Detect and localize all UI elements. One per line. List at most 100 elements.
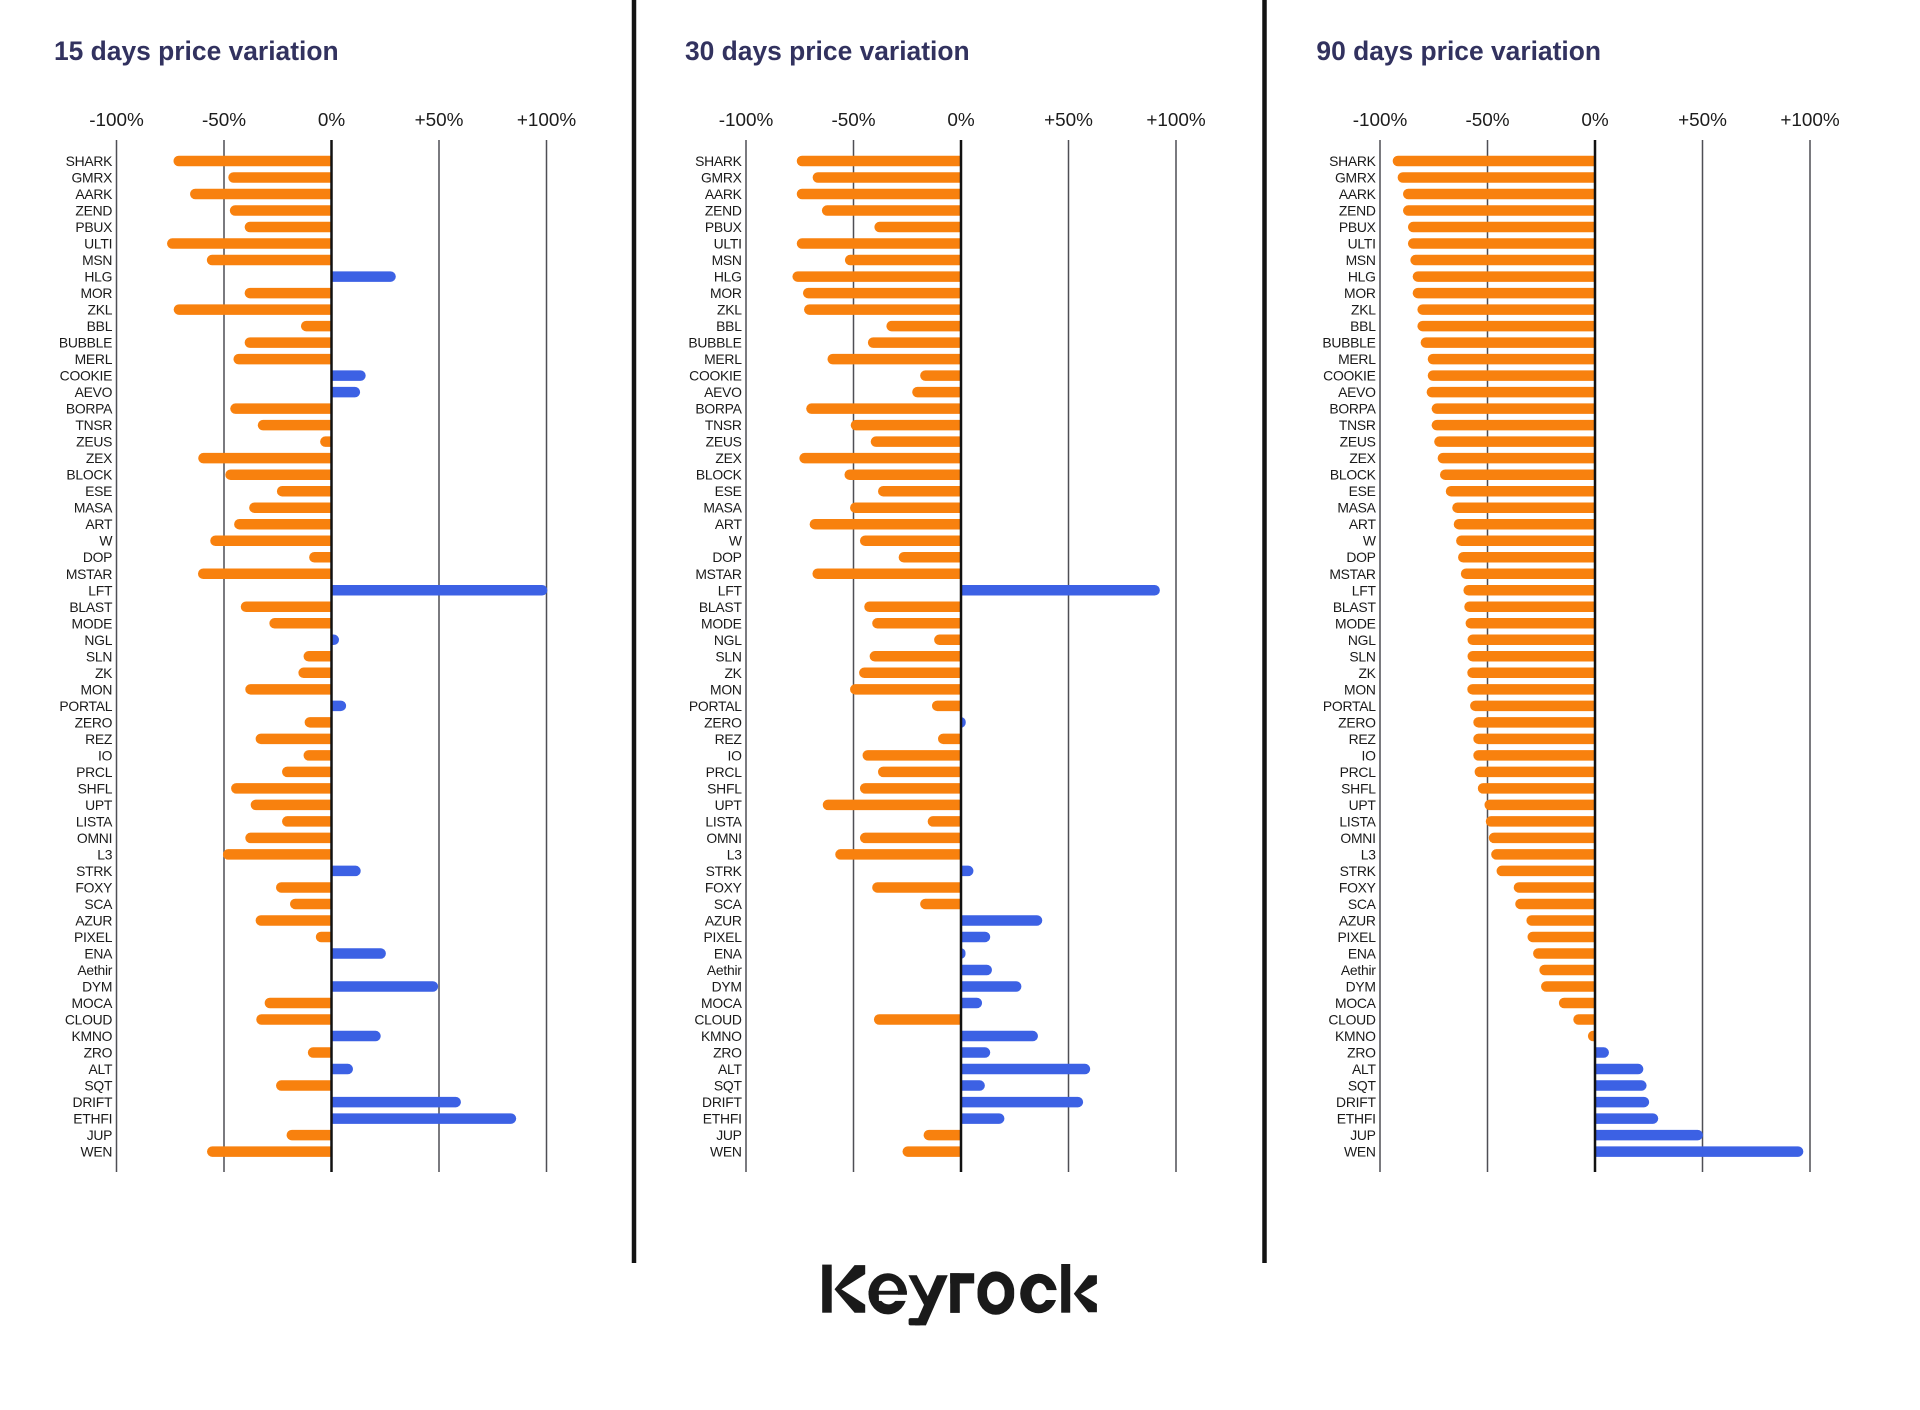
svg-text:ART: ART bbox=[715, 516, 743, 532]
svg-text:Aethir: Aethir bbox=[707, 962, 742, 978]
svg-text:ZEUS: ZEUS bbox=[706, 434, 742, 450]
svg-text:ENA: ENA bbox=[84, 945, 113, 961]
svg-text:+100%: +100% bbox=[1146, 110, 1206, 131]
svg-text:AEVO: AEVO bbox=[704, 384, 742, 400]
svg-text:TNSR: TNSR bbox=[705, 417, 742, 433]
svg-text:DRIFT: DRIFT bbox=[1336, 1094, 1376, 1110]
svg-text:ENA: ENA bbox=[714, 945, 743, 961]
svg-text:MERL: MERL bbox=[1338, 351, 1376, 367]
svg-text:BUBBLE: BUBBLE bbox=[1322, 335, 1375, 351]
svg-text:DRIFT: DRIFT bbox=[702, 1094, 742, 1110]
svg-text:SHFL: SHFL bbox=[1341, 780, 1376, 796]
svg-text:BORPA: BORPA bbox=[695, 401, 742, 417]
svg-text:UPT: UPT bbox=[1349, 797, 1377, 813]
svg-text:STRK: STRK bbox=[76, 863, 113, 879]
svg-text:90 days price variation: 90 days price variation bbox=[1316, 36, 1601, 66]
svg-text:PBUX: PBUX bbox=[75, 219, 112, 235]
svg-text:BBL: BBL bbox=[1350, 318, 1376, 334]
svg-text:JUP: JUP bbox=[87, 1127, 113, 1143]
svg-text:DRIFT: DRIFT bbox=[73, 1094, 113, 1110]
svg-text:ZRO: ZRO bbox=[1347, 1045, 1376, 1061]
svg-text:L3: L3 bbox=[1361, 846, 1376, 862]
svg-text:WEN: WEN bbox=[81, 1144, 113, 1160]
svg-text:HLG: HLG bbox=[1348, 269, 1376, 285]
svg-text:GMRX: GMRX bbox=[72, 170, 113, 186]
svg-text:NGL: NGL bbox=[1348, 632, 1376, 648]
svg-text:0%: 0% bbox=[947, 110, 975, 131]
svg-text:MOR: MOR bbox=[710, 285, 742, 301]
svg-text:MSTAR: MSTAR bbox=[1329, 566, 1376, 582]
svg-text:+50%: +50% bbox=[1044, 110, 1093, 131]
svg-text:KMNO: KMNO bbox=[72, 1028, 113, 1044]
svg-text:DOP: DOP bbox=[712, 549, 741, 565]
svg-text:L3: L3 bbox=[727, 846, 742, 862]
svg-text:WEN: WEN bbox=[710, 1144, 742, 1160]
svg-text:ULTI: ULTI bbox=[1348, 236, 1376, 252]
svg-text:ETHFI: ETHFI bbox=[1337, 1111, 1376, 1127]
svg-text:LFT: LFT bbox=[88, 582, 113, 598]
svg-text:MON: MON bbox=[81, 681, 113, 697]
svg-text:NGL: NGL bbox=[84, 632, 112, 648]
svg-text:FOXY: FOXY bbox=[75, 879, 112, 895]
svg-text:IO: IO bbox=[98, 747, 113, 763]
svg-text:MSN: MSN bbox=[1346, 252, 1376, 268]
svg-text:SQT: SQT bbox=[84, 1078, 113, 1094]
svg-text:CLOUD: CLOUD bbox=[1328, 1012, 1376, 1028]
svg-text:AZUR: AZUR bbox=[1339, 912, 1376, 928]
svg-text:FOXY: FOXY bbox=[705, 879, 742, 895]
svg-text:SQT: SQT bbox=[714, 1078, 743, 1094]
svg-text:ZEX: ZEX bbox=[1349, 450, 1375, 466]
svg-text:BBL: BBL bbox=[87, 318, 113, 334]
svg-text:SHFL: SHFL bbox=[78, 780, 113, 796]
svg-text:BUBBLE: BUBBLE bbox=[59, 335, 112, 351]
svg-text:SHARK: SHARK bbox=[66, 153, 114, 169]
svg-text:-100%: -100% bbox=[89, 110, 144, 131]
svg-text:TNSR: TNSR bbox=[1339, 417, 1376, 433]
svg-text:UPT: UPT bbox=[715, 797, 743, 813]
svg-text:PRCL: PRCL bbox=[706, 764, 743, 780]
svg-text:CLOUD: CLOUD bbox=[65, 1012, 113, 1028]
svg-text:PRCL: PRCL bbox=[76, 764, 113, 780]
svg-text:MODE: MODE bbox=[1335, 615, 1376, 631]
svg-text:REZ: REZ bbox=[1349, 731, 1377, 747]
svg-text:PORTAL: PORTAL bbox=[59, 698, 112, 714]
svg-text:COOKIE: COOKIE bbox=[60, 368, 113, 384]
svg-text:JUP: JUP bbox=[716, 1127, 742, 1143]
svg-text:STRK: STRK bbox=[1340, 863, 1377, 879]
svg-text:AARK: AARK bbox=[705, 186, 743, 202]
svg-text:ZEUS: ZEUS bbox=[1340, 434, 1376, 450]
svg-text:OMNI: OMNI bbox=[77, 830, 112, 846]
svg-text:ZK: ZK bbox=[724, 665, 742, 681]
svg-text:MSTAR: MSTAR bbox=[66, 566, 113, 582]
svg-text:+50%: +50% bbox=[415, 110, 464, 131]
svg-text:PORTAL: PORTAL bbox=[689, 698, 742, 714]
svg-text:BORPA: BORPA bbox=[1329, 401, 1376, 417]
svg-text:LISTA: LISTA bbox=[76, 813, 113, 829]
svg-text:ZKL: ZKL bbox=[717, 302, 742, 318]
svg-text:MOCA: MOCA bbox=[1335, 995, 1377, 1011]
svg-text:ART: ART bbox=[85, 516, 113, 532]
svg-text:-50%: -50% bbox=[1465, 110, 1509, 131]
svg-text:MON: MON bbox=[1344, 681, 1376, 697]
svg-text:SCA: SCA bbox=[1348, 896, 1377, 912]
svg-text:ESE: ESE bbox=[715, 483, 742, 499]
svg-text:LISTA: LISTA bbox=[705, 813, 742, 829]
svg-text:SQT: SQT bbox=[1348, 1078, 1377, 1094]
svg-text:MOCA: MOCA bbox=[72, 995, 114, 1011]
svg-text:ZEX: ZEX bbox=[86, 450, 112, 466]
svg-text:MERL: MERL bbox=[75, 351, 113, 367]
svg-text:NGL: NGL bbox=[714, 632, 742, 648]
svg-text:MSN: MSN bbox=[712, 252, 742, 268]
svg-text:ULTI: ULTI bbox=[84, 236, 112, 252]
svg-text:+100%: +100% bbox=[517, 110, 577, 131]
svg-text:BBL: BBL bbox=[716, 318, 742, 334]
svg-text:W: W bbox=[1363, 533, 1377, 549]
svg-text:30 days price variation: 30 days price variation bbox=[685, 36, 970, 66]
svg-text:BLOCK: BLOCK bbox=[66, 467, 113, 483]
svg-text:DOP: DOP bbox=[1346, 549, 1375, 565]
svg-text:SHARK: SHARK bbox=[695, 153, 743, 169]
svg-text:PIXEL: PIXEL bbox=[704, 929, 743, 945]
svg-text:-100%: -100% bbox=[1353, 110, 1408, 131]
svg-text:MASA: MASA bbox=[703, 500, 742, 516]
svg-text:Aethir: Aethir bbox=[77, 962, 112, 978]
